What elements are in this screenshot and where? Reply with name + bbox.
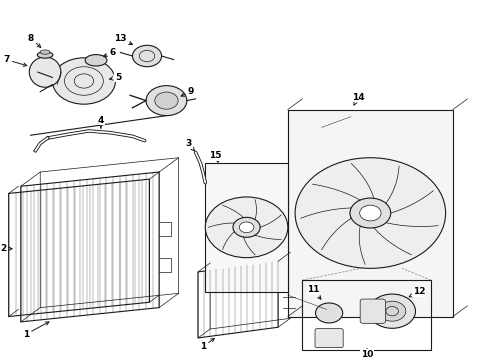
- Circle shape: [295, 158, 445, 268]
- Text: 12: 12: [409, 287, 425, 297]
- Text: 3: 3: [185, 139, 195, 151]
- Text: 13: 13: [114, 34, 132, 45]
- Circle shape: [350, 198, 391, 228]
- Text: 15: 15: [209, 152, 221, 162]
- FancyBboxPatch shape: [315, 329, 343, 348]
- Text: 11: 11: [307, 285, 321, 299]
- Ellipse shape: [40, 50, 50, 54]
- Circle shape: [52, 58, 116, 104]
- Bar: [302, 280, 431, 350]
- Text: 1: 1: [200, 338, 214, 351]
- Circle shape: [205, 197, 288, 258]
- Text: 1: 1: [23, 322, 49, 339]
- Circle shape: [146, 86, 187, 116]
- Text: 14: 14: [352, 93, 365, 105]
- Ellipse shape: [29, 57, 61, 87]
- Text: 6: 6: [103, 48, 116, 57]
- Circle shape: [233, 217, 260, 237]
- Ellipse shape: [85, 55, 107, 66]
- Circle shape: [239, 222, 254, 233]
- Polygon shape: [288, 109, 453, 316]
- Circle shape: [132, 45, 162, 67]
- Polygon shape: [205, 163, 288, 292]
- Circle shape: [360, 205, 381, 221]
- Ellipse shape: [37, 52, 53, 58]
- Text: 10: 10: [361, 349, 373, 359]
- FancyBboxPatch shape: [360, 299, 386, 323]
- Circle shape: [369, 294, 416, 328]
- Text: 9: 9: [181, 87, 194, 96]
- Circle shape: [379, 301, 406, 321]
- Text: 4: 4: [98, 116, 104, 128]
- Text: 7: 7: [3, 55, 27, 66]
- Circle shape: [155, 92, 178, 109]
- Text: 5: 5: [110, 73, 121, 82]
- Text: 2: 2: [0, 244, 12, 253]
- Text: 8: 8: [27, 34, 41, 48]
- Circle shape: [316, 303, 343, 323]
